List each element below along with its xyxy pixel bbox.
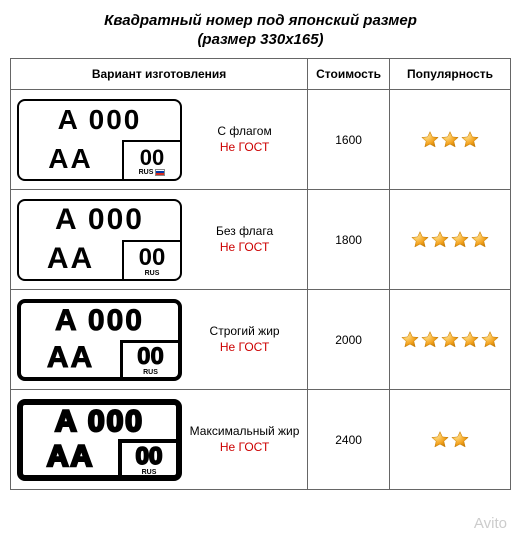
variant-gost: Не ГОСТ — [188, 140, 301, 156]
page-subtitle: (размер 330х165) — [10, 31, 511, 48]
watermark: Avito — [474, 515, 507, 532]
variant-cell: A 000 AA 00 RUS Строгий жир Не ГОСТ — [11, 290, 308, 390]
variant-name: Строгий жир — [188, 324, 301, 340]
cost-cell: 1800 — [308, 190, 390, 290]
plate-top: A 000 — [21, 303, 178, 340]
plate-bottom-left: AA — [19, 140, 122, 179]
flag-icon — [155, 169, 165, 176]
plate-bottom-left: AA — [21, 340, 120, 377]
popularity-cell — [390, 390, 511, 490]
variant-name: Без флага — [188, 224, 301, 240]
variant-cell: A 000 AA 00 RUS Без флага Не ГОСТ — [11, 190, 308, 290]
star-icon — [480, 330, 500, 350]
plate-region-box: 00 RUS — [118, 439, 176, 476]
variant-name: С флагом — [188, 124, 301, 140]
star-icon — [460, 330, 480, 350]
star-icon — [450, 430, 470, 450]
star-icon — [400, 330, 420, 350]
plate-bottom-left: AA — [19, 240, 122, 279]
table-row: A 000 AA 00 RUS С флагом Не ГОСТ 1600 — [11, 90, 511, 190]
variant-desc: Максимальный жир Не ГОСТ — [188, 424, 301, 455]
table-row: A 000 AA 00 RUS Без флага Не ГОСТ 1800 — [11, 190, 511, 290]
star-icon — [420, 330, 440, 350]
variant-gost: Не ГОСТ — [188, 340, 301, 356]
star-icon — [420, 130, 440, 150]
header-variant: Вариант изготовления — [11, 59, 308, 90]
plate-top: A 000 — [19, 201, 180, 240]
star-icon — [430, 230, 450, 250]
stars-container — [392, 430, 508, 450]
plate-region-box: 00 RUS — [122, 140, 180, 179]
header-cost: Стоимость — [308, 59, 390, 90]
star-icon — [470, 230, 490, 250]
plate-rus: RUS — [142, 469, 157, 476]
price-table: Вариант изготовления Стоимость Популярно… — [10, 58, 511, 490]
plate-region: 00 — [140, 145, 164, 171]
plate-region: 00 — [139, 244, 166, 272]
cost-cell: 1600 — [308, 90, 390, 190]
stars-container — [392, 230, 508, 250]
popularity-cell — [390, 290, 511, 390]
variant-desc: Строгий жир Не ГОСТ — [188, 324, 301, 355]
plate-region: 00 — [136, 443, 163, 471]
plate-region-box: 00 RUS — [120, 340, 178, 377]
star-icon — [450, 230, 470, 250]
popularity-cell — [390, 190, 511, 290]
variant-gost: Не ГОСТ — [188, 440, 301, 456]
plate-top: A 000 — [19, 101, 180, 140]
variant-gost: Не ГОСТ — [188, 240, 301, 256]
variant-desc: Без флага Не ГОСТ — [188, 224, 301, 255]
stars-container — [392, 330, 508, 350]
license-plate: A 000 AA 00 RUS — [17, 299, 182, 381]
license-plate: A 000 AA 00 RUS — [17, 399, 182, 481]
cost-cell: 2000 — [308, 290, 390, 390]
plate-region: 00 — [137, 343, 164, 371]
stars-container — [392, 130, 508, 150]
plate-bottom-left: AA — [23, 439, 118, 476]
table-row: A 000 AA 00 RUS Строгий жир Не ГОСТ 2000 — [11, 290, 511, 390]
plate-rus: RUS — [139, 169, 166, 176]
page-title: Квадратный номер под японский размер — [10, 12, 511, 29]
star-icon — [440, 130, 460, 150]
cost-cell: 2400 — [308, 390, 390, 490]
plate-top: A 000 — [23, 405, 176, 439]
variant-name: Максимальный жир — [188, 424, 301, 440]
plate-rus: RUS — [143, 369, 158, 376]
variant-cell: A 000 AA 00 RUS Максимальный жир Не ГОСТ — [11, 390, 308, 490]
variant-desc: С флагом Не ГОСТ — [188, 124, 301, 155]
star-icon — [460, 130, 480, 150]
plate-rus: RUS — [145, 270, 160, 277]
star-icon — [410, 230, 430, 250]
table-row: A 000 AA 00 RUS Максимальный жир Не ГОСТ… — [11, 390, 511, 490]
header-popularity: Популярность — [390, 59, 511, 90]
license-plate: A 000 AA 00 RUS — [17, 199, 182, 281]
page-root: Квадратный номер под японский размер (ра… — [0, 0, 521, 540]
variant-cell: A 000 AA 00 RUS С флагом Не ГОСТ — [11, 90, 308, 190]
popularity-cell — [390, 90, 511, 190]
star-icon — [430, 430, 450, 450]
star-icon — [440, 330, 460, 350]
license-plate: A 000 AA 00 RUS — [17, 99, 182, 181]
plate-region-box: 00 RUS — [122, 240, 180, 279]
